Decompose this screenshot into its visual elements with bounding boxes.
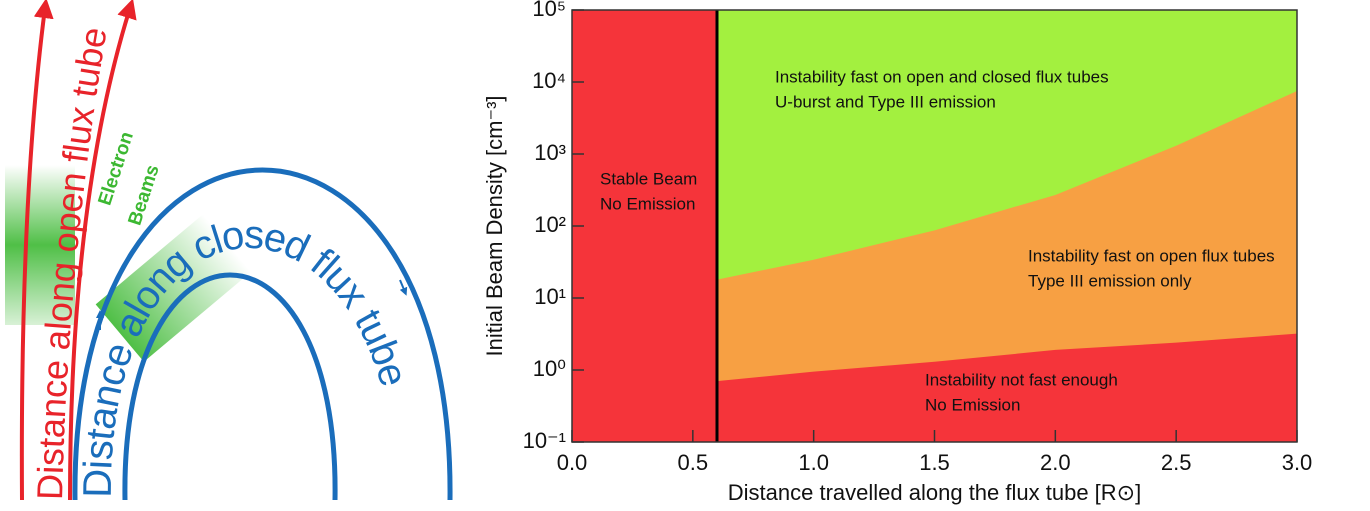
region-annotation: Stable Beam [600, 169, 697, 188]
chart: 10⁻¹ 10⁰ 10¹ 10² 10³ 10⁴ 10⁵ 0.0 0.5 1.0 1.5 2.0 2.5… [482, 0, 1312, 505]
region-annotation: U-burst and Type III emission [775, 92, 996, 111]
y-tick-label: 10¹ [534, 284, 566, 309]
diagram: Distance along open flux tube Distance a… [5, 0, 453, 501]
y-tick-label: 10³ [534, 140, 566, 165]
stable-region [572, 10, 717, 442]
x-axis-title: Distance travelled along the flux tube [… [728, 480, 1141, 505]
y-tick-label: 10² [534, 212, 566, 237]
x-tick-label: 1.0 [798, 450, 829, 475]
x-tick-label: 3.0 [1282, 450, 1313, 475]
area [717, 333, 1297, 442]
region-annotation: Instability not fast enough [925, 370, 1118, 389]
region-annotation: Type III emission only [1028, 271, 1192, 290]
x-tick-label: 0.0 [557, 450, 588, 475]
region-annotation: No Emission [925, 395, 1020, 414]
region-annotation: Instability fast on open flux tubes [1028, 246, 1275, 265]
closed-loop [122, 272, 338, 501]
region-annotation: Instability fast on open and closed flux… [775, 67, 1109, 86]
x-tick-label: 0.5 [678, 450, 709, 475]
x-tick-label: 1.5 [919, 450, 950, 475]
y-axis-title: Initial Beam Density [cm⁻³] [482, 95, 507, 356]
y-tick-label: 10⁴ [532, 68, 566, 93]
y-tick-label: 10⁻¹ [523, 428, 566, 453]
x-tick-label: 2.5 [1161, 450, 1192, 475]
open-arrow [19, 0, 54, 501]
open-arrow [68, 0, 137, 501]
beam-label: Electron [95, 129, 138, 208]
closed-loop [72, 167, 453, 501]
x-tick-label: 2.0 [1040, 450, 1071, 475]
beam-glow [5, 165, 75, 325]
y-tick-label: 10⁰ [533, 356, 566, 381]
region-annotation: No Emission [600, 194, 695, 213]
beam-glow [95, 214, 252, 362]
y-tick-label: 10⁵ [532, 0, 566, 21]
direction-arrow [399, 279, 408, 296]
